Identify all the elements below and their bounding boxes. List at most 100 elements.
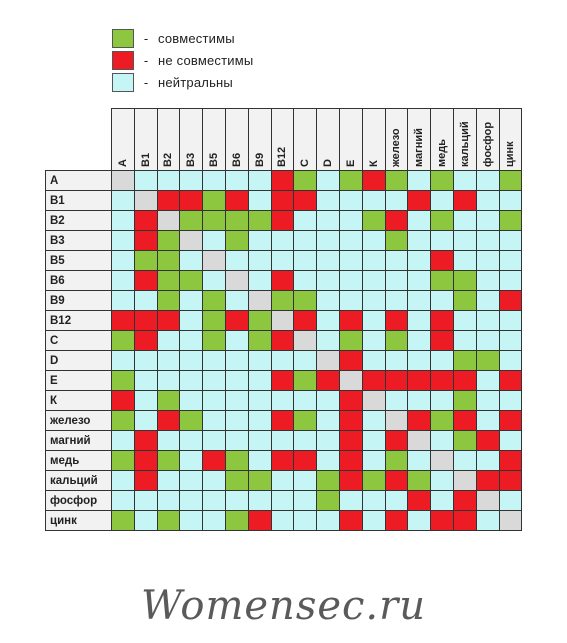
compatibility-cell bbox=[338, 490, 363, 511]
compatibility-cell bbox=[293, 430, 318, 451]
compatibility-cell bbox=[452, 470, 477, 491]
column-header: фосфор bbox=[475, 108, 500, 171]
compatibility-cell bbox=[156, 290, 181, 311]
compatibility-cell bbox=[475, 470, 500, 491]
compatibility-cell bbox=[452, 450, 477, 471]
compatibility-cell bbox=[407, 450, 432, 471]
row-header: магний bbox=[45, 430, 112, 451]
compatibility-cell bbox=[224, 230, 249, 251]
compatibility-cell bbox=[361, 390, 386, 411]
compatibility-cell bbox=[179, 170, 204, 191]
legend-swatch-cyan bbox=[112, 73, 134, 92]
compatibility-cell bbox=[111, 330, 135, 351]
compatibility-cell bbox=[156, 230, 181, 251]
compatibility-cell bbox=[202, 290, 226, 311]
compatibility-cell bbox=[247, 290, 272, 311]
legend-item-neutral: - нейтральны bbox=[112, 72, 253, 93]
compatibility-cell bbox=[224, 370, 249, 391]
compatibility-cell bbox=[361, 350, 386, 371]
compatibility-cell bbox=[111, 490, 135, 511]
legend-item-incompatible: - не совместимы bbox=[112, 50, 253, 71]
compatibility-cell bbox=[156, 350, 181, 371]
compatibility-cell bbox=[361, 250, 386, 271]
compatibility-cell bbox=[498, 510, 523, 531]
compatibility-cell bbox=[475, 190, 500, 211]
compatibility-cell bbox=[475, 270, 500, 291]
compatibility-cell bbox=[384, 250, 409, 271]
compatibility-cell bbox=[475, 390, 500, 411]
compatibility-cell bbox=[430, 310, 454, 331]
compatibility-cell bbox=[384, 430, 409, 451]
compatibility-cell bbox=[316, 490, 340, 511]
compatibility-cell bbox=[293, 510, 318, 531]
legend: - совместимы - не совместимы - нейтральн… bbox=[112, 28, 253, 94]
compatibility-cell bbox=[407, 410, 432, 431]
compatibility-cell bbox=[156, 510, 181, 531]
legend-swatch-red bbox=[112, 51, 134, 70]
compatibility-cell bbox=[475, 450, 500, 471]
compatibility-cell bbox=[452, 190, 477, 211]
compatibility-cell bbox=[247, 330, 272, 351]
compatibility-cell bbox=[338, 390, 363, 411]
column-header-label: железо bbox=[390, 128, 403, 167]
compatibility-cell bbox=[179, 430, 204, 451]
legend-dash: - bbox=[143, 31, 149, 46]
compatibility-cell bbox=[202, 270, 226, 291]
compatibility-cell bbox=[202, 510, 226, 531]
compatibility-cell bbox=[224, 270, 249, 291]
compatibility-cell bbox=[179, 250, 204, 271]
column-header: кальций bbox=[452, 108, 477, 171]
compatibility-cell bbox=[224, 410, 249, 431]
table-row: А bbox=[45, 170, 523, 191]
compatibility-cell bbox=[202, 210, 226, 231]
compatibility-cell bbox=[111, 230, 135, 251]
compatibility-cell bbox=[133, 230, 158, 251]
table-row: D bbox=[45, 350, 523, 371]
compatibility-cell bbox=[361, 450, 386, 471]
compatibility-cell bbox=[407, 190, 432, 211]
compatibility-cell bbox=[498, 290, 523, 311]
compatibility-cell bbox=[452, 410, 477, 431]
table-row: В6 bbox=[45, 270, 523, 291]
legend-item-compatible: - совместимы bbox=[112, 28, 253, 49]
column-header: С bbox=[293, 108, 318, 171]
compatibility-cell bbox=[179, 410, 204, 431]
compatibility-cell bbox=[316, 350, 340, 371]
row-header: В9 bbox=[45, 290, 112, 311]
column-header: В12 bbox=[270, 108, 295, 171]
compatibility-cell bbox=[452, 330, 477, 351]
compatibility-cell bbox=[270, 430, 295, 451]
compatibility-cell bbox=[430, 390, 454, 411]
compatibility-cell bbox=[316, 390, 340, 411]
compatibility-cell bbox=[407, 330, 432, 351]
compatibility-cell bbox=[338, 190, 363, 211]
legend-dash: - bbox=[143, 53, 149, 68]
table-row: В5 bbox=[45, 250, 523, 271]
compatibility-cell bbox=[270, 270, 295, 291]
compatibility-cell bbox=[384, 330, 409, 351]
compatibility-cell bbox=[361, 330, 386, 351]
compatibility-cell bbox=[316, 170, 340, 191]
compatibility-cell bbox=[430, 330, 454, 351]
compatibility-cell bbox=[293, 230, 318, 251]
compatibility-cell bbox=[407, 230, 432, 251]
compatibility-cell bbox=[452, 310, 477, 331]
compatibility-cell bbox=[452, 290, 477, 311]
compatibility-cell bbox=[156, 470, 181, 491]
compatibility-cell bbox=[316, 190, 340, 211]
compatibility-cell bbox=[247, 450, 272, 471]
compatibility-cell bbox=[361, 270, 386, 291]
row-header: В5 bbox=[45, 250, 112, 271]
compatibility-cell bbox=[384, 470, 409, 491]
column-header: D bbox=[316, 108, 340, 171]
compatibility-cell bbox=[475, 290, 500, 311]
compatibility-cell bbox=[224, 390, 249, 411]
row-header: В12 bbox=[45, 310, 112, 331]
compatibility-cell bbox=[338, 450, 363, 471]
compatibility-cell bbox=[293, 350, 318, 371]
compatibility-cell bbox=[452, 250, 477, 271]
compatibility-cell bbox=[293, 250, 318, 271]
compatibility-cell bbox=[202, 310, 226, 331]
compatibility-cell bbox=[156, 430, 181, 451]
compatibility-cell bbox=[156, 250, 181, 271]
